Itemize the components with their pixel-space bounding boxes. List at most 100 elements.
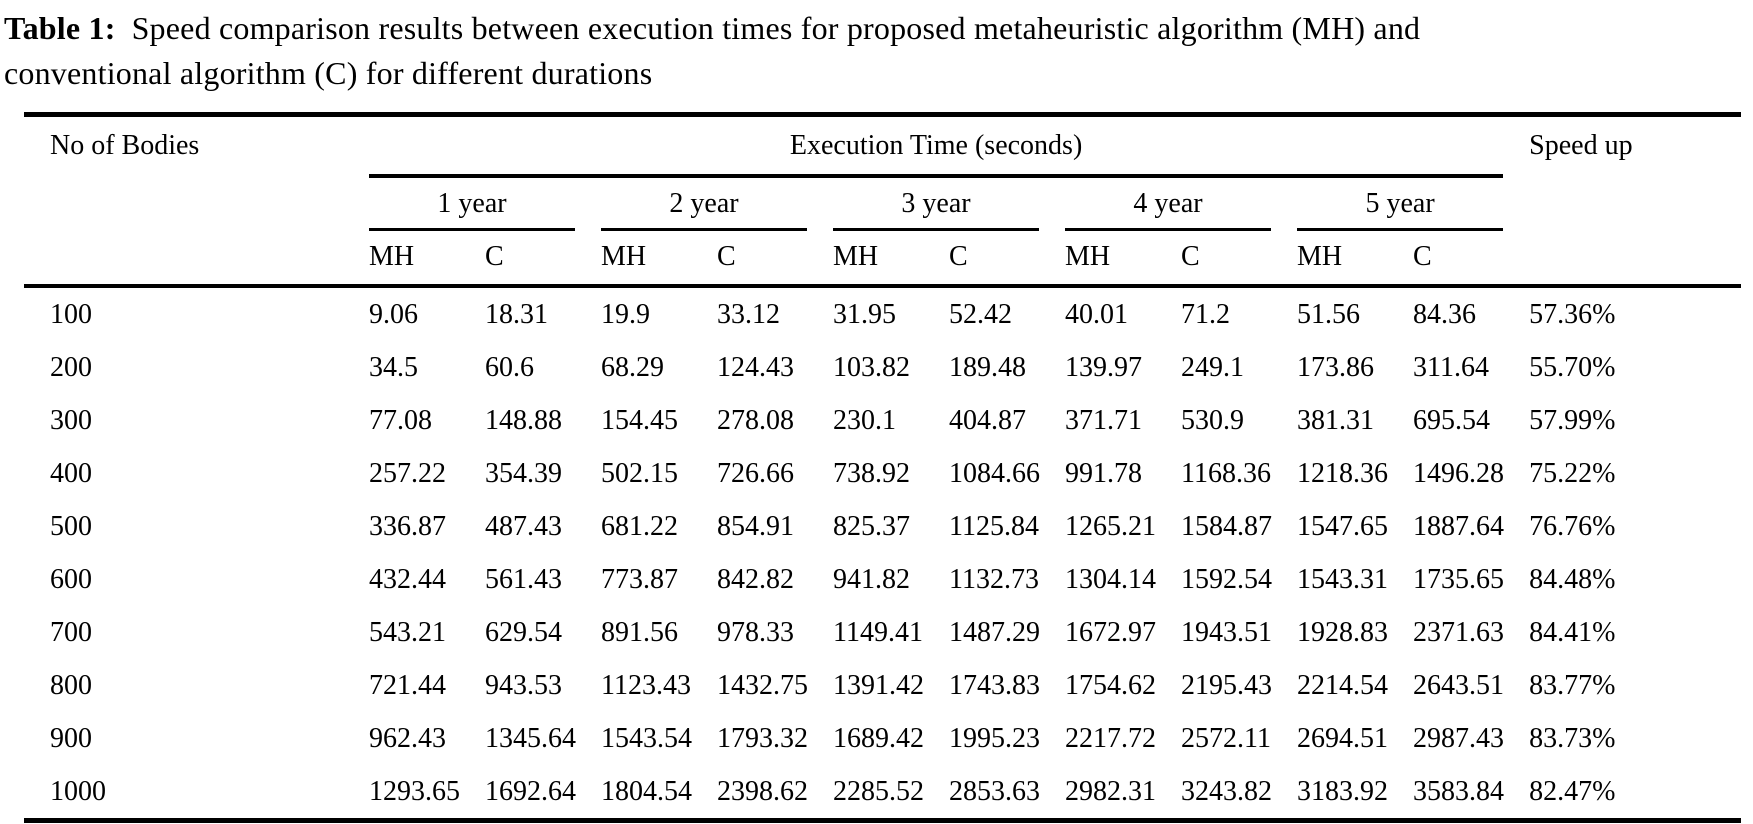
subheader-mh-5: MH (1297, 231, 1413, 288)
cell-exec-time: 1995.23 (949, 723, 1040, 754)
cell-exec-time: 230.1 (833, 405, 896, 436)
subheader-c-1: C (485, 231, 601, 288)
cell-speedup: 55.70% (1529, 352, 1616, 383)
cell-exec-time: 2217.72 (1065, 723, 1156, 754)
cell-exec-time: 311.64 (1413, 352, 1489, 383)
cell-bodies: 600 (50, 564, 92, 595)
header-no-of-bodies: No of Bodies (24, 114, 369, 288)
cell-exec-time: 1345.64 (485, 723, 576, 754)
cell-exec-time: 941.82 (833, 564, 910, 595)
cell-exec-time: 1928.83 (1297, 617, 1388, 648)
cell-exec-time: 487.43 (485, 511, 562, 542)
cell-exec-time: 1487.29 (949, 617, 1040, 648)
cell-speedup: 76.76% (1529, 511, 1616, 542)
subheader-c-2: C (717, 231, 833, 288)
cell-exec-time: 1304.14 (1065, 564, 1156, 595)
header-year-3: 3 year (833, 178, 1065, 231)
cell-exec-time: 854.91 (717, 511, 794, 542)
cell-exec-time: 721.44 (369, 670, 446, 701)
cell-exec-time: 1754.62 (1065, 670, 1156, 701)
cell-exec-time: 1432.75 (717, 670, 808, 701)
cell-exec-time: 51.56 (1297, 299, 1360, 330)
table-body: 100 9.06 18.31 19.9 33.12 31.95 52.42 40.01 71.2… (24, 286, 1741, 821)
table-row: 900 962.43 1345.64 1543.54 1793.32 1689.42 199… (24, 712, 1741, 765)
cell-speedup: 57.36% (1529, 299, 1616, 330)
cell-exec-time: 1793.32 (717, 723, 808, 754)
cell-exec-time: 726.66 (717, 458, 794, 489)
cell-speedup: 83.77% (1529, 670, 1616, 701)
cell-exec-time: 1125.84 (949, 511, 1039, 542)
cell-bodies: 1000 (50, 776, 106, 807)
cell-bodies: 100 (50, 299, 92, 330)
cell-exec-time: 1592.54 (1181, 564, 1272, 595)
cell-exec-time: 2398.62 (717, 776, 808, 807)
cell-exec-time: 432.44 (369, 564, 446, 595)
cell-exec-time: 1543.54 (601, 723, 692, 754)
cell-exec-time: 991.78 (1065, 458, 1142, 489)
table-row: 800 721.44 943.53 1123.43 1432.75 1391.42 1743… (24, 659, 1741, 712)
cell-bodies: 500 (50, 511, 92, 542)
cell-exec-time: 33.12 (717, 299, 780, 330)
subheader-mh-2: MH (601, 231, 717, 288)
cell-bodies: 800 (50, 670, 92, 701)
cell-exec-time: 2572.11 (1181, 723, 1271, 754)
table-caption: Table 1: Speed comparison results between… (0, 0, 1753, 96)
cell-exec-time: 1168.36 (1181, 458, 1271, 489)
header-speed-up: Speed up (1529, 114, 1742, 288)
caption-text-line2: conventional algorithm (C) for different… (4, 55, 653, 91)
cell-exec-time: 2982.31 (1065, 776, 1156, 807)
header-year-4: 4 year (1065, 178, 1297, 231)
cell-exec-time: 354.39 (485, 458, 562, 489)
cell-exec-time: 1543.31 (1297, 564, 1388, 595)
cell-exec-time: 2214.54 (1297, 670, 1388, 701)
year-4-label: 4 year (1065, 178, 1271, 231)
cell-exec-time: 1496.28 (1413, 458, 1504, 489)
header-execution-time-group: Execution Time (seconds) (369, 115, 1529, 178)
caption-text-line1: Speed comparison results between executi… (131, 10, 1421, 46)
cell-exec-time: 1672.97 (1065, 617, 1156, 648)
cell-bodies: 400 (50, 458, 92, 489)
cell-exec-time: 148.88 (485, 405, 562, 436)
cell-exec-time: 1689.42 (833, 723, 924, 754)
cell-bodies: 700 (50, 617, 92, 648)
cell-exec-time: 629.54 (485, 617, 562, 648)
cell-exec-time: 40.01 (1065, 299, 1128, 330)
cell-exec-time: 1735.65 (1413, 564, 1504, 595)
subheader-mh-4: MH (1065, 231, 1181, 288)
cell-exec-time: 18.31 (485, 299, 548, 330)
cell-speedup: 84.48% (1529, 564, 1616, 595)
cell-exec-time: 561.43 (485, 564, 562, 595)
table-row: 400 257.22 354.39 502.15 726.66 738.92 1084.66… (24, 447, 1741, 500)
cell-exec-time: 2371.63 (1413, 617, 1504, 648)
cell-speedup: 57.99% (1529, 405, 1616, 436)
cell-exec-time: 336.87 (369, 511, 446, 542)
cell-exec-time: 978.33 (717, 617, 794, 648)
cell-exec-time: 139.97 (1065, 352, 1142, 383)
header-row-years: 1 year 2 year 3 year 4 year 5 year (24, 178, 1741, 231)
cell-exec-time: 189.48 (949, 352, 1026, 383)
cell-exec-time: 3583.84 (1413, 776, 1504, 807)
cell-exec-time: 68.29 (601, 352, 664, 383)
header-year-1: 1 year (369, 178, 601, 231)
cell-bodies: 200 (50, 352, 92, 383)
cell-exec-time: 2987.43 (1413, 723, 1504, 754)
cell-exec-time: 3243.82 (1181, 776, 1272, 807)
cell-exec-time: 1547.65 (1297, 511, 1388, 542)
cell-exec-time: 530.9 (1181, 405, 1244, 436)
cell-speedup: 75.22% (1529, 458, 1616, 489)
subheader-c-5: C (1413, 231, 1530, 288)
cell-exec-time: 249.1 (1181, 352, 1244, 383)
cell-exec-time: 9.06 (369, 299, 418, 330)
header-row-sub: MH C MH C MH C MH C MH C (24, 231, 1741, 288)
cell-exec-time: 34.5 (369, 352, 418, 383)
cell-exec-time: 825.37 (833, 511, 910, 542)
year-2-label: 2 year (601, 178, 807, 231)
cell-exec-time: 773.87 (601, 564, 678, 595)
cell-exec-time: 371.71 (1065, 405, 1142, 436)
cell-exec-time: 891.56 (601, 617, 678, 648)
table-row: 500 336.87 487.43 681.22 854.91 825.37 1125.84… (24, 500, 1741, 553)
cell-exec-time: 842.82 (717, 564, 794, 595)
header-year-2: 2 year (601, 178, 833, 231)
header-execution-time-label: Execution Time (seconds) (369, 117, 1504, 178)
